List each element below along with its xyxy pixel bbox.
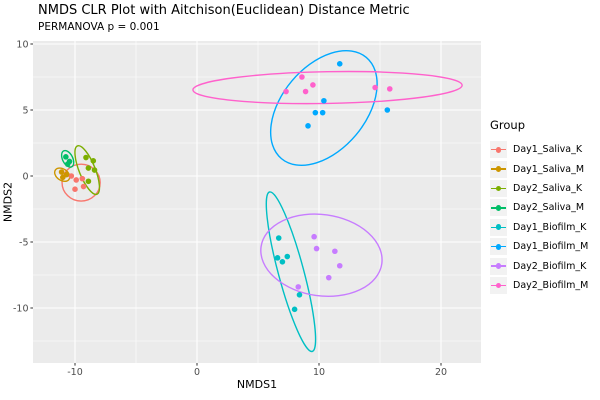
- legend-item-label: Day1_Biofilm_K: [513, 221, 587, 233]
- data-point-Day1_Biofilm_K: [296, 292, 303, 298]
- legend-item-Day1_Biofilm_K: Day1_Biofilm_K: [490, 218, 588, 237]
- data-point-Day1_Saliva_K: [79, 175, 86, 182]
- legend-item-label: Day2_Biofilm_M: [513, 279, 589, 291]
- y-tick-label: 5: [22, 105, 28, 116]
- legend-key-dot: [495, 166, 502, 172]
- data-point-Day1_Biofilm_M: [384, 107, 391, 113]
- legend-key-dot: [495, 282, 502, 289]
- legend-items: Day1_Saliva_K Day1_Saliva_M Day2_Saliva_K D…: [490, 140, 588, 295]
- legend-key-icon: [490, 238, 507, 256]
- data-point-Day1_Biofilm_M: [321, 97, 327, 104]
- data-point-Day2_Biofilm_M: [386, 86, 393, 92]
- legend-item-label: Day2_Saliva_M: [513, 202, 585, 214]
- legend-item-label: Day1_Saliva_K: [513, 144, 583, 156]
- confidence-ellipse-Day2_Biofilm_M: [192, 70, 463, 105]
- legend-item-Day1_Biofilm_M: Day1_Biofilm_M: [490, 237, 588, 256]
- legend-key-icon: [490, 276, 507, 294]
- data-point-Day2_Biofilm_M: [302, 88, 309, 95]
- confidence-ellipse-Day1_Biofilm_M: [269, 50, 378, 167]
- data-point-Day2_Saliva_K: [91, 167, 98, 173]
- data-point-Day1_Saliva_M: [60, 174, 66, 181]
- legend-title: Group: [490, 118, 526, 132]
- data-point-Day1_Biofilm_M: [305, 123, 311, 129]
- legend-key-icon: [490, 218, 507, 236]
- legend-item-label: Day2_Saliva_K: [513, 182, 583, 194]
- data-point-Day1_Saliva_K: [80, 183, 87, 190]
- y-tick-label: 10: [16, 39, 28, 50]
- data-point-Day1_Biofilm_K: [284, 253, 291, 260]
- data-point-Day2_Biofilm_M: [299, 74, 305, 80]
- legend-key-dot: [495, 185, 502, 192]
- data-point-Day2_Biofilm_M: [283, 88, 289, 95]
- legend-key-dot: [495, 243, 502, 250]
- y-tick-label: -10: [13, 303, 29, 314]
- data-point-Day1_Saliva_M: [58, 169, 65, 175]
- data-point-Day2_Biofilm_K: [313, 245, 320, 252]
- legend-key-dot: [495, 204, 502, 211]
- y-tick-label: -5: [19, 237, 28, 248]
- legend-item-Day2_Saliva_K: Day2_Saliva_K: [490, 179, 588, 198]
- legend-item-Day1_Saliva_M: Day1_Saliva_M: [490, 159, 588, 178]
- data-point-Day1_Biofilm_M: [336, 61, 343, 67]
- data-point-Day2_Saliva_K: [85, 178, 92, 185]
- confidence-ellipse-Day2_Saliva_M: [60, 149, 75, 168]
- data-point-Day2_Biofilm_K: [336, 262, 343, 269]
- x-axis-title: NMDS1: [236, 378, 278, 391]
- data-point-Day2_Biofilm_M: [310, 82, 316, 88]
- confidence-ellipse-Day2_Biofilm_K: [260, 213, 383, 298]
- legend-key-icon: [490, 179, 507, 197]
- data-point-Day2_Biofilm_K: [325, 274, 332, 281]
- legend-key-icon: [490, 257, 507, 275]
- data-point-Day1_Saliva_K: [73, 177, 80, 183]
- confidence-ellipse-Day1_Biofilm_K: [265, 191, 317, 353]
- x-tick-label: 0: [194, 367, 200, 378]
- data-point-Day1_Biofilm_K: [274, 255, 281, 261]
- data-point-Day1_Biofilm_K: [291, 306, 298, 313]
- data-point-Day2_Saliva_K: [90, 158, 97, 164]
- confidence-ellipse-Day2_Saliva_K: [74, 145, 101, 196]
- confidence-ellipse-Day1_Saliva_K: [61, 163, 101, 202]
- legend-item-Day2_Biofilm_K: Day2_Biofilm_K: [490, 256, 588, 275]
- data-point-Day1_Saliva_K: [68, 173, 75, 179]
- data-point-Day2_Saliva_M: [63, 154, 69, 160]
- x-tick-label: 20: [435, 367, 447, 378]
- x-tick-label: 10: [313, 367, 325, 378]
- data-point-Day1_Biofilm_K: [275, 235, 282, 241]
- legend-key-icon: [490, 160, 507, 178]
- legend-item-label: Day1_Saliva_M: [513, 163, 585, 175]
- legend-item-Day2_Saliva_M: Day2_Saliva_M: [490, 198, 588, 217]
- legend-item-label: Day2_Biofilm_K: [513, 260, 587, 272]
- confidence-ellipse-Day1_Saliva_M: [53, 167, 71, 183]
- data-point-Day2_Biofilm_K: [311, 233, 317, 240]
- data-point-Day1_Saliva_K: [72, 186, 78, 192]
- chart-title: NMDS CLR Plot with Aitchison(Euclidean) …: [38, 3, 410, 18]
- data-point-Day2_Biofilm_M: [372, 84, 378, 91]
- legend-key-dot: [495, 146, 502, 153]
- legend-key-icon: [490, 141, 507, 159]
- plot-panel: [33, 41, 481, 363]
- legend-item-label: Day1_Biofilm_M: [513, 241, 589, 253]
- legend-key-dot: [495, 224, 502, 231]
- chart-subtitle: PERMANOVA p = 0.001: [38, 21, 160, 33]
- data-point-Day2_Saliva_K: [85, 165, 92, 171]
- data-point-Day1_Biofilm_K: [279, 259, 286, 265]
- data-point-Day2_Biofilm_K: [295, 284, 302, 290]
- y-tick-label: 0: [22, 171, 28, 182]
- legend-key-icon: [490, 199, 507, 217]
- x-tick-label: -10: [67, 367, 83, 378]
- data-point-Day2_Saliva_K: [83, 154, 89, 161]
- legend-item-Day1_Saliva_K: Day1_Saliva_K: [490, 140, 588, 159]
- legend-key-dot: [495, 263, 502, 269]
- data-point-Day1_Biofilm_M: [319, 109, 326, 116]
- data-point-Day2_Biofilm_K: [332, 248, 338, 255]
- legend: Group Day1_Saliva_K Day1_Saliva_M Day2_Sal…: [490, 118, 588, 295]
- data-point-Day2_Saliva_M: [64, 161, 71, 167]
- y-axis-title: NMDS2: [1, 181, 15, 223]
- legend-item-Day2_Biofilm_M: Day2_Biofilm_M: [490, 276, 588, 295]
- data-point-Day1_Biofilm_M: [312, 109, 319, 116]
